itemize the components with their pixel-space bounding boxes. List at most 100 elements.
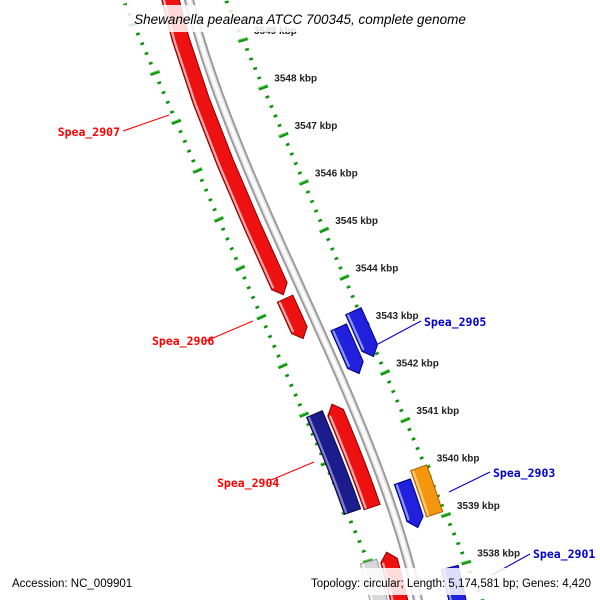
minor-tick — [267, 334, 273, 339]
minor-tick — [186, 149, 192, 153]
major-tick — [440, 512, 452, 518]
minor-tick — [447, 522, 453, 527]
gene-label-Spea_2903[interactable]: Spea_2903 — [493, 466, 555, 481]
gene-highlight — [347, 314, 365, 351]
kbp-label-3544: 3544 kbp — [356, 264, 399, 275]
major-tick-highlight — [399, 416, 410, 422]
minor-tick — [148, 61, 153, 66]
major-tick — [213, 216, 224, 223]
minor-tick — [357, 539, 362, 544]
minor-tick — [451, 532, 457, 536]
gene-label-Spea_2907[interactable]: Spea_2907 — [58, 125, 120, 140]
kbp-label-3542: 3542 kbp — [396, 359, 439, 370]
major-tick — [380, 369, 391, 376]
gene-label-Spea_2901[interactable]: Spea_2901 — [533, 547, 595, 562]
minor-tick — [165, 100, 170, 105]
gene-arrow-Spea_2903[interactable] — [410, 464, 444, 518]
minor-tick — [460, 551, 465, 555]
minor-tick — [144, 51, 149, 56]
major-tick-highlight — [149, 70, 159, 75]
gene-highlight — [395, 484, 410, 521]
kbp-label-3539: 3539 kbp — [457, 501, 500, 512]
minor-tick — [350, 294, 355, 299]
minor-tick — [233, 256, 239, 261]
minor-tick — [224, 0, 229, 4]
gene-highlight — [329, 415, 367, 509]
minor-tick — [293, 161, 299, 166]
genome-backbone — [187, 0, 420, 600]
backbone-layer — [183, 0, 424, 600]
minor-tick — [169, 110, 175, 114]
gene-label-Spea_2904[interactable]: Spea_2904 — [217, 476, 279, 491]
kbp-label-3547: 3547 kbp — [295, 121, 338, 132]
major-tick-highlight — [318, 226, 329, 232]
minor-tick — [354, 304, 359, 308]
gene-arrow-Spea_2906[interactable] — [276, 294, 308, 340]
minor-tick — [386, 380, 392, 384]
gene-arrow-Spea_2905b[interactable] — [330, 323, 364, 375]
accession-text: Accession: NC_009901 — [12, 578, 132, 590]
kbp-label-3543: 3543 kbp — [376, 311, 419, 322]
genome-stats-text: Topology: circular; Length: 5,174,581 bp… — [311, 578, 591, 590]
gene-label-Spea_2905[interactable]: Spea_2905 — [424, 315, 486, 330]
major-tick — [298, 179, 309, 186]
minor-tick — [305, 190, 311, 194]
major-tick — [192, 167, 203, 174]
minor-tick — [407, 427, 412, 432]
minor-tick — [244, 47, 250, 52]
minor-tick — [277, 123, 282, 128]
kbp-label-3541: 3541 kbp — [416, 406, 459, 417]
minor-tick — [265, 95, 270, 99]
major-tick-highlight — [234, 264, 244, 270]
gene-arrow-Spea_2907[interactable] — [156, 0, 288, 296]
minor-tick — [263, 324, 269, 329]
minor-tick — [390, 389, 396, 394]
minor-tick — [395, 399, 400, 403]
minor-tick — [208, 197, 213, 202]
kbp-label-3545: 3545 kbp — [335, 216, 378, 227]
major-tick-highlight — [298, 411, 308, 417]
major-tick-highlight — [192, 167, 202, 173]
minor-tick — [415, 446, 420, 451]
minor-tick — [220, 227, 226, 232]
gene-arrow-Spea_2904[interactable] — [305, 410, 362, 516]
minor-tick — [257, 76, 262, 80]
minor-tick — [161, 90, 166, 95]
minor-tick — [456, 541, 461, 546]
major-tick-highlight — [298, 179, 308, 185]
gene-highlight — [308, 416, 348, 514]
gene-highlight — [412, 470, 430, 516]
major-tick — [171, 118, 182, 125]
leader-line-Spea_2906 — [205, 320, 254, 342]
minor-tick — [135, 32, 141, 36]
gene-arrow-Spea_2905[interactable] — [344, 307, 379, 358]
gene-arrow-Spea_2902[interactable] — [393, 478, 424, 529]
kbp-label-3548: 3548 kbp — [274, 74, 317, 85]
major-tick-highlight — [460, 559, 471, 564]
minor-tick — [229, 246, 234, 251]
minor-tick — [338, 266, 343, 270]
minor-tick — [361, 549, 366, 553]
footer-backdrop — [0, 568, 600, 595]
gene-arrow-Spea_2904r[interactable] — [327, 403, 381, 511]
major-tick-highlight — [213, 216, 223, 222]
minor-tick — [140, 41, 145, 46]
minor-tick — [157, 80, 162, 85]
minor-tick — [246, 285, 251, 290]
major-tick-highlight — [440, 512, 450, 517]
major-tick — [339, 274, 350, 281]
genes-layer — [156, 0, 467, 600]
major-tick-highlight — [237, 37, 247, 42]
major-tick-highlight — [278, 131, 288, 137]
minor-tick — [309, 199, 315, 204]
minor-tick — [313, 209, 319, 213]
minor-tick — [348, 520, 354, 524]
kbp-label-3540: 3540 kbp — [437, 454, 480, 465]
minor-tick — [242, 276, 247, 280]
leader-line-Spea_2905 — [377, 320, 422, 345]
minor-tick — [399, 408, 404, 413]
gene-label-Spea_2906[interactable]: Spea_2906 — [152, 334, 214, 349]
minor-tick — [225, 237, 230, 241]
minor-tick — [191, 158, 196, 163]
minor-tick — [203, 188, 209, 193]
